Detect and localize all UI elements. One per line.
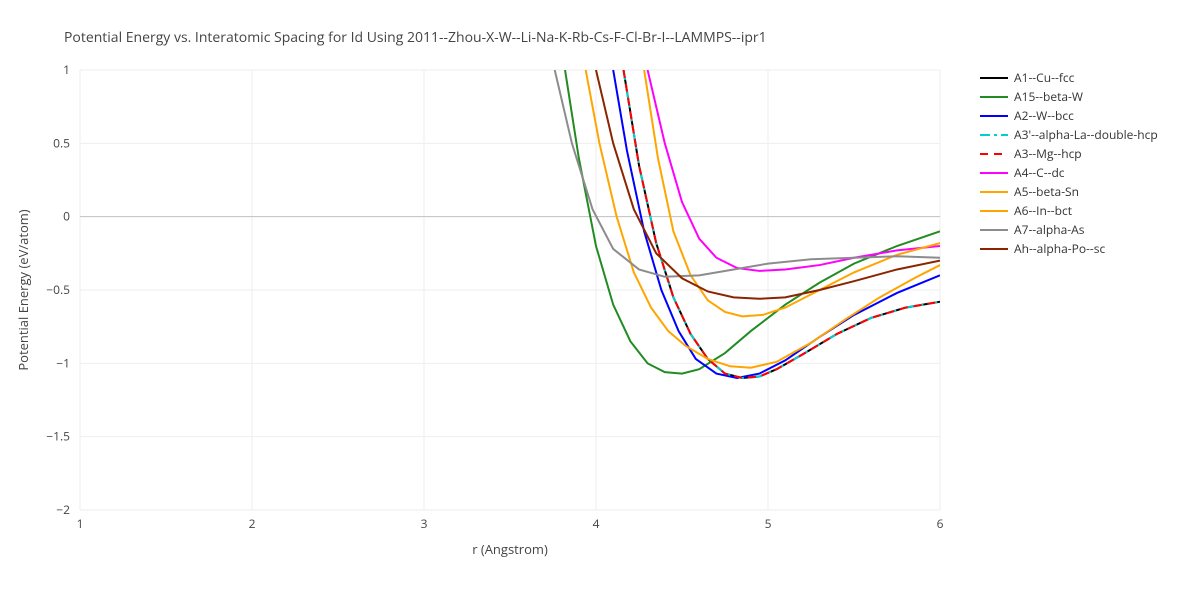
grid-lines <box>80 70 940 510</box>
series-A6--In--bct <box>644 70 940 316</box>
x-tick-label: 2 <box>249 515 256 532</box>
legend-item-A3--Mg--hcp[interactable]: A3--Mg--hcp <box>980 145 1082 162</box>
y-tick-label: 0 <box>63 208 70 225</box>
legend-label: A4--C--dc <box>1014 164 1065 181</box>
y-tick-label: −1 <box>56 354 70 371</box>
x-tick-label: 6 <box>937 515 944 532</box>
chart-title: Potential Energy vs. Interatomic Spacing… <box>64 28 767 47</box>
x-axis-label: r (Angstrom) <box>472 540 548 558</box>
y-tick-label: −2 <box>56 501 70 518</box>
legend-item-A7--alpha-As[interactable]: A7--alpha-As <box>980 221 1085 238</box>
x-tick-label: 3 <box>421 515 428 532</box>
legend-item-A5--beta-Sn[interactable]: A5--beta-Sn <box>980 183 1079 200</box>
legend-item-A4--C--dc[interactable]: A4--C--dc <box>980 164 1065 181</box>
legend-label: A3'--alpha-La--double-hcp <box>1014 126 1158 143</box>
legend-label: A1--Cu--fcc <box>1014 69 1075 86</box>
series-A7--alpha-As <box>555 70 940 277</box>
legend-item-A1--Cu--fcc[interactable]: A1--Cu--fcc <box>980 69 1075 86</box>
legend-item-A2--W--bcc[interactable]: A2--W--bcc <box>980 107 1074 124</box>
legend[interactable]: A1--Cu--fcc A15--beta-W A2--W--bcc A3'--alp… <box>980 69 1158 257</box>
y-tick-label: −0.5 <box>46 281 70 298</box>
y-axis-label: Potential Energy (eV/atom) <box>14 209 32 370</box>
legend-item-A6--In--bct[interactable]: A6--In--bct <box>980 202 1072 219</box>
y-tick-label: 0.5 <box>53 134 70 151</box>
chart-canvas: 1 2 3 4 5 6 −2 −1.5 −1 −0.5 0 0.5 1 r (Angstrom) Pot… <box>0 0 1200 600</box>
x-tick-label: 1 <box>77 515 84 532</box>
series-A2--W--bcc <box>613 70 940 378</box>
legend-label: A5--beta-Sn <box>1014 183 1079 200</box>
legend-label: A6--In--bct <box>1014 202 1072 219</box>
legend-item-Ah--alpha-Po--sc[interactable]: Ah--alpha-Po--sc <box>980 240 1105 257</box>
y-tick-label: 1 <box>63 61 70 78</box>
legend-label: A3--Mg--hcp <box>1014 145 1082 162</box>
legend-label: A2--W--bcc <box>1014 107 1074 124</box>
x-tick-label: 5 <box>765 515 772 532</box>
legend-label: A15--beta-W <box>1014 88 1083 105</box>
legend-item-A15--beta-W[interactable]: A15--beta-W <box>980 88 1083 105</box>
x-tick-label: 4 <box>593 515 600 532</box>
legend-item-A3'--alpha-La--double-hcp[interactable]: A3'--alpha-La--double-hcp <box>980 126 1158 143</box>
series-A4--C--dc <box>648 70 940 271</box>
series-group <box>555 70 940 378</box>
legend-label: Ah--alpha-Po--sc <box>1014 240 1105 257</box>
legend-label: A7--alpha-As <box>1014 221 1085 238</box>
y-tick-label: −1.5 <box>46 428 70 445</box>
